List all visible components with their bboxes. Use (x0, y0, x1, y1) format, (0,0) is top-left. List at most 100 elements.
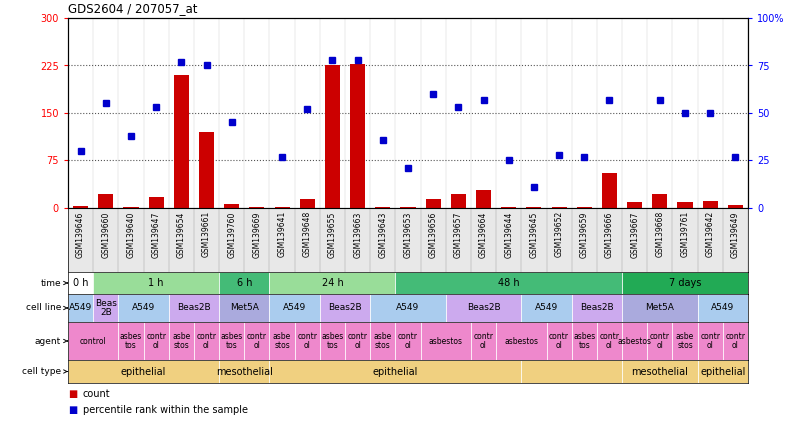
Text: 48 h: 48 h (498, 278, 519, 288)
Bar (224, 203, 239, 208)
Bar (350, 63, 365, 208)
Text: control: control (80, 337, 107, 345)
Text: A549: A549 (711, 304, 735, 313)
Text: 24 h: 24 h (322, 278, 343, 288)
Bar (345, 322, 370, 360)
Bar (118, 294, 168, 322)
Bar (275, 207, 290, 208)
Bar (270, 272, 395, 294)
Bar (270, 322, 295, 360)
Bar (622, 272, 748, 294)
Bar (702, 201, 718, 208)
Bar (697, 360, 748, 383)
Text: mesothelial: mesothelial (215, 366, 273, 377)
Text: epithelial: epithelial (373, 366, 418, 377)
Bar (320, 322, 345, 360)
Bar (249, 207, 264, 208)
Text: 7 days: 7 days (669, 278, 701, 288)
Text: GSM139668: GSM139668 (655, 211, 664, 258)
Bar (501, 207, 516, 208)
Bar (451, 194, 466, 208)
Text: GSM139645: GSM139645 (530, 211, 539, 258)
Text: asbe
stos: asbe stos (373, 333, 392, 350)
Bar (148, 197, 164, 208)
Bar (270, 294, 320, 322)
Bar (370, 322, 395, 360)
Bar (370, 294, 446, 322)
Bar (677, 202, 693, 208)
Text: GSM139642: GSM139642 (706, 211, 714, 258)
Bar (697, 322, 723, 360)
Bar (522, 294, 572, 322)
Text: contr
ol: contr ol (146, 333, 166, 350)
Text: GSM139761: GSM139761 (680, 211, 689, 258)
Bar (572, 294, 622, 322)
Text: A549: A549 (283, 304, 306, 313)
Text: A549: A549 (69, 304, 92, 313)
Text: contr
ol: contr ol (700, 333, 720, 350)
Text: GSM139666: GSM139666 (605, 211, 614, 258)
Text: cell type: cell type (22, 367, 62, 376)
Bar (526, 207, 541, 208)
Text: GSM139649: GSM139649 (731, 211, 740, 258)
Text: contr
ol: contr ol (650, 333, 670, 350)
Bar (728, 205, 743, 208)
Text: GSM139656: GSM139656 (428, 211, 437, 258)
Text: GSM139664: GSM139664 (479, 211, 488, 258)
Bar (497, 322, 547, 360)
Bar (395, 272, 622, 294)
Bar (93, 294, 118, 322)
Bar (375, 207, 390, 208)
Bar (118, 322, 143, 360)
Text: contr
ol: contr ol (549, 333, 569, 350)
Text: percentile rank within the sample: percentile rank within the sample (83, 405, 248, 415)
Bar (622, 322, 647, 360)
Bar (295, 322, 320, 360)
Text: 0 h: 0 h (73, 278, 88, 288)
Bar (446, 294, 522, 322)
Bar (400, 207, 416, 208)
Bar (93, 272, 220, 294)
Text: A549: A549 (396, 304, 420, 313)
Text: time: time (40, 278, 62, 288)
Text: Met5A: Met5A (646, 304, 674, 313)
Text: GSM139660: GSM139660 (101, 211, 110, 258)
Text: GSM139663: GSM139663 (353, 211, 362, 258)
Bar (577, 207, 592, 208)
Bar (73, 206, 88, 208)
Text: asbe
stos: asbe stos (173, 333, 190, 350)
Text: Beas2B: Beas2B (177, 304, 211, 313)
Text: contr
ol: contr ol (197, 333, 216, 350)
Bar (522, 360, 622, 383)
Text: contr
ol: contr ol (247, 333, 266, 350)
Bar (425, 199, 441, 208)
Text: GSM139653: GSM139653 (403, 211, 412, 258)
Text: GSM139652: GSM139652 (555, 211, 564, 258)
Text: mesothelial: mesothelial (632, 366, 688, 377)
Bar (220, 360, 270, 383)
Text: asbestos: asbestos (618, 337, 652, 345)
Bar (471, 322, 497, 360)
Text: GSM139659: GSM139659 (580, 211, 589, 258)
Bar (220, 272, 270, 294)
Text: GSM139661: GSM139661 (202, 211, 211, 258)
Bar (168, 322, 194, 360)
Text: GSM139640: GSM139640 (126, 211, 135, 258)
Text: asbestos: asbestos (428, 337, 463, 345)
Text: GSM139654: GSM139654 (177, 211, 185, 258)
Bar (270, 360, 522, 383)
Text: GSM139669: GSM139669 (253, 211, 262, 258)
Bar (174, 75, 189, 208)
Bar (245, 322, 270, 360)
Text: asbestos: asbestos (505, 337, 539, 345)
Text: GSM139641: GSM139641 (278, 211, 287, 258)
Bar (652, 194, 667, 208)
Bar (622, 294, 697, 322)
Text: count: count (83, 389, 110, 400)
Text: Met5A: Met5A (230, 304, 258, 313)
Bar (68, 322, 118, 360)
Text: asbes
tos: asbes tos (120, 333, 142, 350)
Text: epithelial: epithelial (700, 366, 745, 377)
Bar (300, 199, 315, 208)
Bar (98, 194, 113, 208)
